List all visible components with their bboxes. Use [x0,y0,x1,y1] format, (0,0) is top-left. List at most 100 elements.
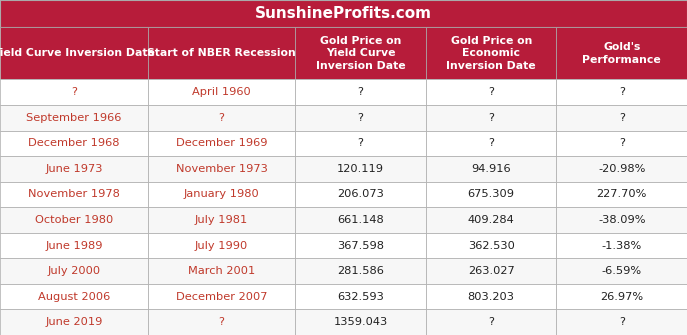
Bar [0,105,148,131]
Text: June 1973: June 1973 [45,164,102,174]
Bar [148,284,295,310]
Text: ?: ? [619,138,624,148]
Bar [426,310,556,335]
Text: January 1980: January 1980 [183,189,260,199]
Bar [426,207,556,233]
Text: March 2001: March 2001 [188,266,255,276]
Bar [295,310,426,335]
Text: June 1989: June 1989 [45,241,102,251]
Bar [556,182,687,207]
Bar [426,79,556,105]
Bar [426,182,556,207]
Text: December 1969: December 1969 [176,138,267,148]
Bar [426,131,556,156]
Text: November 1973: November 1973 [176,164,267,174]
Text: ?: ? [218,317,225,327]
Bar [148,156,295,182]
Text: ?: ? [488,113,494,123]
Bar [0,258,148,284]
Text: 94.916: 94.916 [471,164,511,174]
Bar [556,27,687,79]
Text: Gold's
Performance: Gold's Performance [583,42,661,65]
Bar [0,131,148,156]
Bar [295,182,426,207]
Bar [295,105,426,131]
Text: July 1990: July 1990 [195,241,248,251]
Text: 803.203: 803.203 [468,292,515,302]
Text: November 1978: November 1978 [28,189,120,199]
Bar [148,27,295,79]
Text: SunshineProfits.com: SunshineProfits.com [255,6,432,21]
Bar [148,105,295,131]
Text: 227.70%: 227.70% [596,189,647,199]
Bar [556,79,687,105]
Bar [556,233,687,258]
Text: -38.09%: -38.09% [598,215,646,225]
Text: September 1966: September 1966 [26,113,122,123]
Text: 26.97%: 26.97% [600,292,643,302]
Text: August 2006: August 2006 [38,292,110,302]
Bar [426,27,556,79]
Text: -1.38%: -1.38% [602,241,642,251]
Bar [426,105,556,131]
Bar [295,207,426,233]
Text: Gold Price on
Economic
Inversion Date: Gold Price on Economic Inversion Date [447,36,536,71]
Bar [0,233,148,258]
Text: Start of NBER Recession: Start of NBER Recession [147,49,296,58]
Text: 661.148: 661.148 [337,215,384,225]
Text: July 1981: July 1981 [195,215,248,225]
Text: 281.586: 281.586 [337,266,384,276]
Text: ?: ? [488,138,494,148]
Bar [0,310,148,335]
Bar [295,156,426,182]
Bar [148,258,295,284]
Bar [0,207,148,233]
Text: ?: ? [358,87,363,97]
Text: ?: ? [488,317,494,327]
Bar [148,182,295,207]
Text: -20.98%: -20.98% [598,164,645,174]
Bar [556,310,687,335]
Text: ?: ? [619,87,624,97]
Bar [0,0,687,27]
Bar [426,156,556,182]
Bar [0,182,148,207]
Bar [148,131,295,156]
Text: June 2019: June 2019 [45,317,102,327]
Text: July 2000: July 2000 [47,266,100,276]
Text: 675.309: 675.309 [468,189,515,199]
Bar [556,207,687,233]
Text: -6.59%: -6.59% [602,266,642,276]
Bar [295,27,426,79]
Bar [295,131,426,156]
Bar [0,284,148,310]
Text: 263.027: 263.027 [468,266,515,276]
Bar [426,233,556,258]
Text: ?: ? [619,113,624,123]
Text: ?: ? [619,317,624,327]
Bar [556,131,687,156]
Bar [0,156,148,182]
Text: April 1960: April 1960 [192,87,251,97]
Text: ?: ? [218,113,225,123]
Text: 362.530: 362.530 [468,241,515,251]
Text: 367.598: 367.598 [337,241,384,251]
Text: ?: ? [358,113,363,123]
Text: 206.073: 206.073 [337,189,384,199]
Text: 120.119: 120.119 [337,164,384,174]
Bar [295,233,426,258]
Text: ?: ? [71,87,77,97]
Text: 409.284: 409.284 [468,215,515,225]
Text: Gold Price on
Yield Curve
Inversion Date: Gold Price on Yield Curve Inversion Date [316,36,405,71]
Text: ?: ? [358,138,363,148]
Text: 632.593: 632.593 [337,292,384,302]
Bar [148,207,295,233]
Bar [148,79,295,105]
Text: October 1980: October 1980 [35,215,113,225]
Bar [295,79,426,105]
Text: December 2007: December 2007 [176,292,267,302]
Bar [556,258,687,284]
Bar [556,284,687,310]
Bar [426,258,556,284]
Text: Yield Curve Inversion Date: Yield Curve Inversion Date [0,49,155,58]
